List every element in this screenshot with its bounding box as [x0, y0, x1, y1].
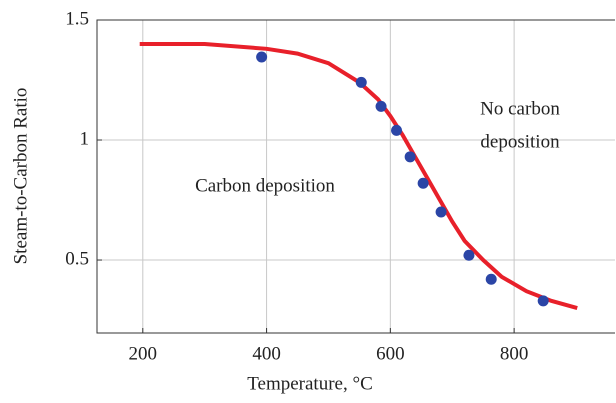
y-tick-label: 1.5 [65, 8, 89, 29]
data-point [485, 273, 497, 285]
data-point [256, 51, 268, 63]
x-tick-label: 600 [376, 343, 405, 364]
data-point [537, 295, 549, 307]
x-tick-label: 200 [129, 343, 158, 364]
annotation: Carbon deposition [195, 175, 335, 196]
x-tick-label: 800 [500, 343, 529, 364]
data-point [404, 151, 416, 163]
annotation: deposition [480, 131, 560, 152]
data-point [375, 100, 387, 112]
data-point [435, 206, 447, 218]
data-point [463, 249, 475, 261]
x-axis-label: Temperature, °C [247, 373, 373, 394]
y-tick-label: 1 [80, 128, 90, 149]
y-tick-label: 0.5 [65, 248, 89, 269]
data-point [417, 177, 429, 189]
y-axis-label: Steam-to-Carbon Ratio [10, 88, 31, 265]
data-point [355, 76, 367, 88]
plot-frame [96, 19, 615, 334]
data-point [391, 124, 403, 136]
annotation: No carbon [480, 98, 560, 119]
x-tick-label: 400 [252, 343, 281, 364]
